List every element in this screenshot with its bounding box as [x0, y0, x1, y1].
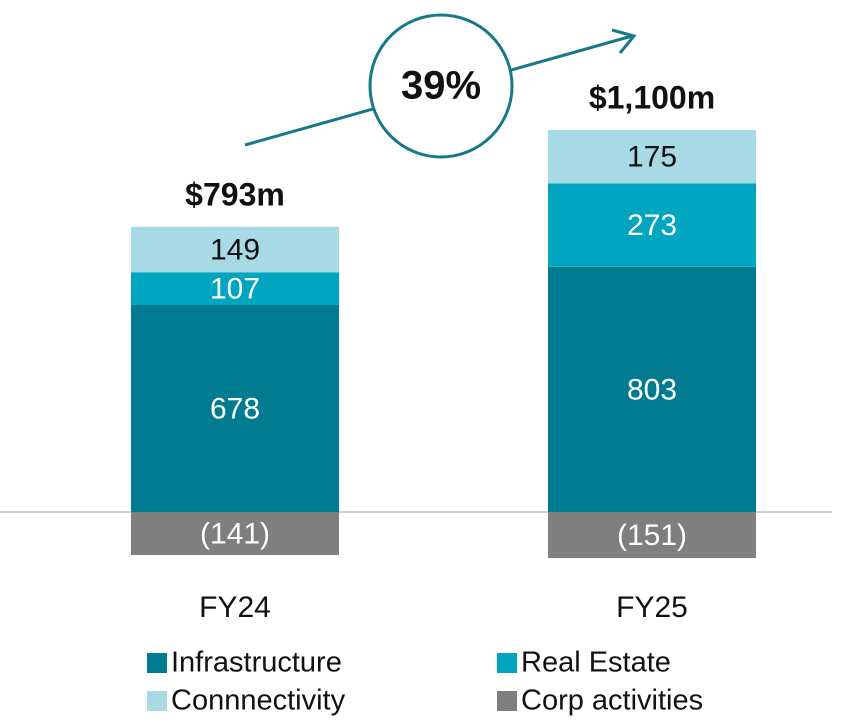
value-label: (151)	[617, 519, 687, 552]
x-tick-label: FY24	[199, 591, 271, 624]
x-tick-label: FY25	[616, 591, 688, 624]
bar-segment	[548, 266, 756, 512]
legend-label: Infrastructure	[171, 647, 342, 679]
growth-circle	[368, 13, 514, 159]
value-label: 149	[210, 233, 260, 266]
value-label: 678	[210, 392, 260, 425]
bar-segment	[548, 183, 756, 267]
total-label: $1,100m	[589, 79, 715, 115]
bar-segment	[131, 226, 339, 273]
bar-segment	[131, 304, 339, 512]
bar-segment	[548, 130, 756, 184]
value-label: 107	[210, 273, 260, 306]
total-label: $793m	[185, 176, 285, 212]
bar-segment	[548, 512, 756, 559]
growth-label: 39%	[401, 64, 481, 108]
legend-label: Corp activities	[521, 685, 703, 717]
value-label: 803	[627, 373, 677, 406]
legend-label: Connnectivity	[171, 685, 346, 717]
arrow-head	[611, 28, 637, 54]
legend-swatch	[497, 691, 517, 711]
legend-swatch	[147, 691, 167, 711]
bar-segment	[131, 272, 339, 305]
bar-segment	[131, 512, 339, 556]
legend-swatch	[147, 653, 167, 673]
value-label: 175	[627, 141, 677, 174]
legend-label: Real Estate	[521, 647, 671, 679]
value-label: 273	[627, 209, 677, 242]
value-label: (141)	[200, 517, 270, 550]
legend-swatch	[497, 653, 517, 673]
